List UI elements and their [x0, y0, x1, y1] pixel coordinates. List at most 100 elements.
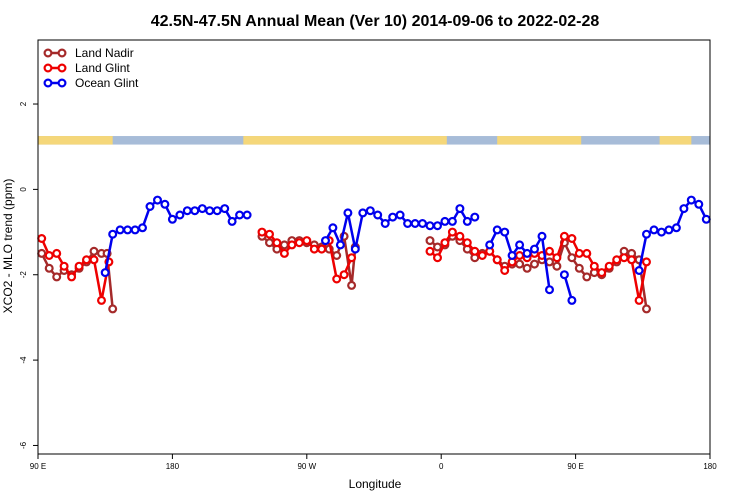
- data-point-land-glint: [619, 253, 629, 263]
- data-point-ocean-glint: [425, 221, 435, 231]
- land-band-3: [659, 136, 692, 145]
- data-point-land-glint: [634, 295, 644, 305]
- data-point-ocean-glint: [227, 216, 237, 226]
- x-tick-label: 90 E: [567, 462, 583, 471]
- data-point-ocean-glint: [220, 204, 230, 214]
- land-band-0: [38, 136, 113, 145]
- x-axis: 90 E 180 90 W 0 90 E 180: [30, 454, 717, 471]
- data-point-land-nadir: [108, 304, 118, 314]
- data-point-ocean-glint: [529, 244, 539, 254]
- data-point-land-glint: [612, 255, 622, 265]
- data-point-land-glint: [309, 244, 319, 254]
- legend-label-land-nadir: Land Nadir: [75, 46, 134, 60]
- data-point-ocean-glint: [485, 240, 495, 250]
- data-point-land-glint: [641, 257, 651, 267]
- legend-marker-land-glint: [57, 63, 67, 73]
- data-point-land-glint: [425, 246, 435, 256]
- data-point-ocean-glint: [634, 266, 644, 276]
- data-point-land-nadir: [641, 304, 651, 314]
- data-point-ocean-glint: [507, 251, 517, 261]
- data-point-land-glint: [440, 238, 450, 248]
- data-point-land-glint: [347, 253, 357, 263]
- data-point-ocean-glint: [641, 229, 651, 239]
- y-tick-label: -6: [19, 441, 28, 449]
- data-point-land-nadir: [279, 240, 289, 250]
- data-point-ocean-glint: [388, 212, 398, 222]
- data-point-ocean-glint: [380, 219, 390, 229]
- data-point-ocean-glint: [559, 270, 569, 280]
- data-point-ocean-glint: [671, 223, 681, 233]
- legend-marker-land-glint: [43, 63, 53, 73]
- data-point-ocean-glint: [190, 206, 200, 216]
- data-point-ocean-glint: [694, 199, 704, 209]
- data-point-land-glint: [67, 272, 77, 282]
- data-point-land-glint: [462, 238, 472, 248]
- x-tick-label: 0: [439, 462, 444, 471]
- data-point-ocean-glint: [365, 206, 375, 216]
- data-point-ocean-glint: [235, 210, 245, 220]
- y-tick-label: 2: [19, 101, 28, 106]
- data-point-ocean-glint: [455, 204, 465, 214]
- data-point-ocean-glint: [418, 219, 428, 229]
- data-point-ocean-glint: [656, 227, 666, 237]
- series-layer: [37, 195, 711, 314]
- data-point-land-nadir: [515, 259, 525, 269]
- data-point-land-nadir: [574, 263, 584, 273]
- data-point-land-nadir: [265, 238, 275, 248]
- data-point-land-glint: [552, 253, 562, 263]
- data-point-land-glint: [574, 248, 584, 258]
- data-point-land-glint: [81, 255, 91, 265]
- data-point-land-glint: [470, 246, 480, 256]
- data-point-land-nadir: [582, 272, 592, 282]
- data-point-land-glint: [59, 261, 69, 271]
- data-point-ocean-glint: [433, 221, 443, 231]
- data-point-land-nadir: [567, 253, 577, 263]
- y-axis: 2 0 -2 -4 -6: [19, 101, 38, 449]
- data-point-ocean-glint: [522, 248, 532, 258]
- data-point-ocean-glint: [160, 199, 170, 209]
- data-point-ocean-glint: [123, 225, 133, 235]
- x-axis-label: Longitude: [349, 477, 402, 491]
- data-point-ocean-glint: [537, 231, 547, 241]
- data-point-land-nadir: [44, 263, 54, 273]
- data-point-ocean-glint: [447, 216, 457, 226]
- data-point-land-glint: [455, 231, 465, 241]
- data-point-land-glint: [294, 238, 304, 248]
- data-point-ocean-glint: [403, 219, 413, 229]
- land-band-2: [497, 136, 582, 145]
- x-tick-label: 90 E: [30, 462, 46, 471]
- data-point-land-nadir: [552, 261, 562, 271]
- data-point-ocean-glint: [395, 210, 405, 220]
- data-point-ocean-glint: [701, 214, 711, 224]
- data-point-ocean-glint: [197, 204, 207, 214]
- data-point-land-glint: [500, 266, 510, 276]
- data-point-ocean-glint: [567, 295, 577, 305]
- legend-label-ocean-glint: Ocean Glint: [75, 76, 139, 90]
- data-point-land-glint: [582, 248, 592, 258]
- data-point-ocean-glint: [500, 227, 510, 237]
- data-point-ocean-glint: [664, 225, 674, 235]
- data-point-land-glint: [302, 236, 312, 246]
- data-point-ocean-glint: [153, 195, 163, 205]
- y-tick-label: -2: [19, 271, 28, 279]
- data-point-ocean-glint: [145, 202, 155, 212]
- data-point-land-glint: [589, 261, 599, 271]
- data-point-ocean-glint: [321, 236, 331, 246]
- data-point-ocean-glint: [358, 208, 368, 218]
- data-point-land-glint: [52, 248, 62, 258]
- data-point-ocean-glint: [343, 208, 353, 218]
- data-point-ocean-glint: [470, 212, 480, 222]
- data-point-ocean-glint: [686, 195, 696, 205]
- legend-marker-ocean-glint: [57, 78, 67, 88]
- data-point-land-glint: [447, 227, 457, 237]
- data-point-land-glint: [272, 238, 282, 248]
- land-ocean-bar: [38, 136, 710, 145]
- land-band-1: [243, 136, 447, 145]
- x-tick-label: 90 W: [297, 462, 316, 471]
- data-point-ocean-glint: [167, 214, 177, 224]
- data-point-ocean-glint: [440, 216, 450, 226]
- data-point-ocean-glint: [115, 225, 125, 235]
- x-tick-label: 180: [703, 462, 717, 471]
- data-point-land-glint: [567, 234, 577, 244]
